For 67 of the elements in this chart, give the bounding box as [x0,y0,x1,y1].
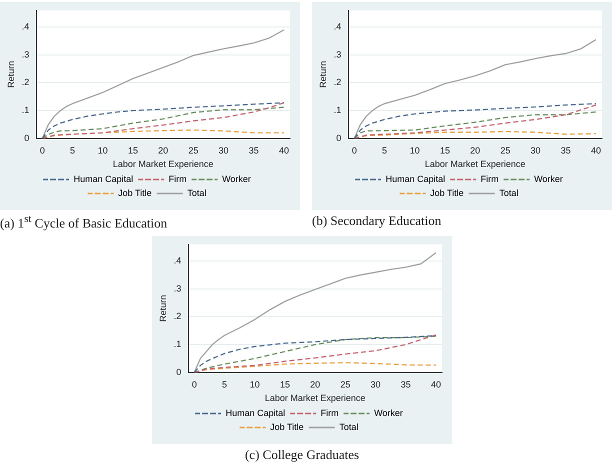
x-tick-label: 0 [40,145,45,156]
x-tick-label: 5 [222,379,228,390]
y-tick-label: .1 [22,105,30,116]
x-tick-label: 20 [158,145,168,156]
legend-label: Firm [480,174,499,184]
x-tick-label: 20 [470,145,480,156]
legend-label: Firm [168,174,187,184]
y-tick-label: 0 [176,366,182,377]
y-tick-label: .3 [22,49,30,60]
y-tick-label: .1 [174,339,182,350]
legend-label: Total [187,188,206,198]
x-tick-label: 30 [530,145,541,156]
legend-label: Human Capital [74,174,134,184]
x-axis-title: Labor Market Experience [264,393,366,404]
x-tick-label: 25 [340,379,350,390]
x-tick-label: 15 [440,145,450,156]
y-tick-label: .1 [334,105,342,116]
x-tick-label: 35 [248,145,259,156]
x-tick-label: 35 [560,145,571,156]
legend-label: Human Capital [226,408,286,418]
legend-label: Human Capital [386,174,446,184]
x-tick-label: 30 [370,379,381,390]
legend-label: Job Title [430,188,464,198]
y-tick-label: 0 [336,132,342,143]
y-axis-title: Return [6,60,16,88]
legend-label: Total [499,188,518,198]
x-tick-label: 20 [310,379,320,390]
text: (b) Secondary Education [312,213,442,229]
text: (a) 1$^{st}$ Cycle of Basic Education [0,213,168,232]
x-tick-label: 5 [70,145,76,156]
x-tick-label: 40 [590,145,601,156]
x-tick-label: 35 [400,379,411,390]
y-tick-label: .4 [334,22,342,32]
legend-label: Worker [374,408,403,418]
y-tick-label: .3 [334,49,342,60]
x-axis-title: Labor Market Experience [112,159,214,170]
line-series [354,111,597,138]
x-tick-label: 40 [278,145,289,156]
y-tick-label: .3 [174,283,182,294]
x-tick-label: 30 [218,145,229,156]
legend-label: Job Title [118,188,152,198]
x-tick-label: 15 [128,145,138,156]
x-tick-label: 40 [430,379,441,390]
text: (c) College Graduates [244,447,360,463]
legend-label: Worker [534,174,563,184]
legend-label: Worker [222,174,251,184]
legend-label: Job Title [270,422,304,432]
y-axis-title: Return [158,294,168,322]
x-tick-label: 5 [382,145,388,156]
x-tick-label: 10 [250,379,260,390]
x-tick-label: 15 [280,379,290,390]
y-tick-label: .2 [334,77,342,88]
x-tick-label: 25 [500,145,510,156]
x-tick-label: 10 [410,145,420,156]
x-tick-label: 0 [192,379,197,390]
x-tick-label: 10 [98,145,108,156]
y-axis-title: Return [318,60,328,88]
y-tick-label: 0 [24,132,30,143]
y-tick-label: .2 [22,77,30,88]
x-tick-label: 25 [188,145,198,156]
legend-label: Firm [320,408,339,418]
legend-label: Total [339,422,358,432]
x-axis-title: Labor Market Experience [424,159,526,170]
y-tick-label: .4 [174,256,182,266]
y-tick-label: .2 [174,311,182,322]
y-tick-label: .4 [22,22,30,32]
x-tick-label: 0 [352,145,357,156]
